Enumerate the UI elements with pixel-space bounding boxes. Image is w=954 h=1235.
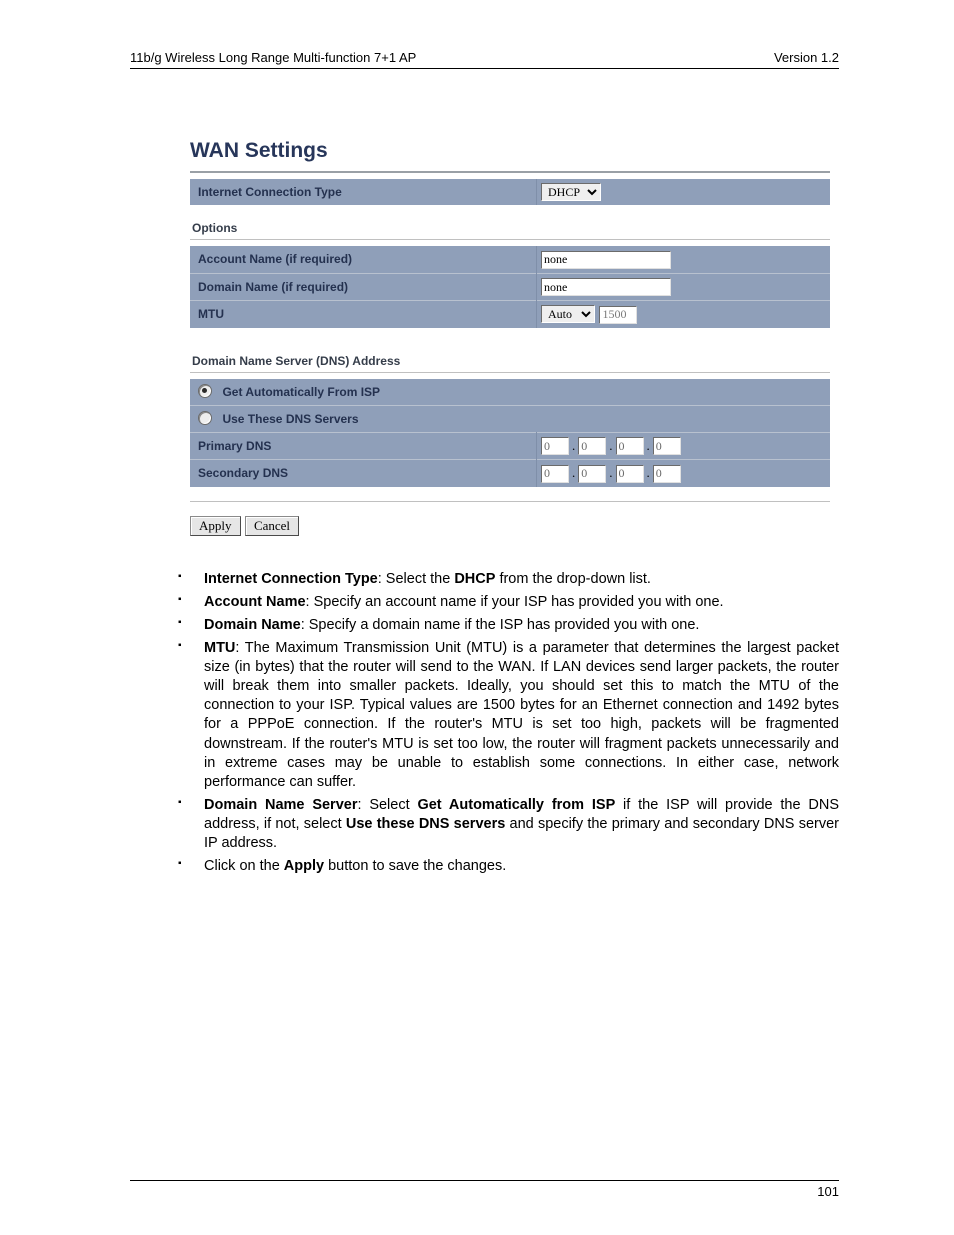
conn-type-label: Internet Connection Type [190, 179, 537, 205]
dot: . [569, 465, 578, 480]
dot: . [644, 465, 653, 480]
dot: . [644, 438, 653, 453]
description-list: Internet Connection Type: Select the DHC… [170, 570, 839, 877]
dns-heading: Domain Name Server (DNS) Address [192, 354, 830, 368]
apply-button[interactable]: Apply [190, 516, 241, 536]
secondary-dns-label: Secondary DNS [190, 460, 537, 487]
dns-manual-label: Use These DNS Servers [222, 411, 358, 425]
primary-dns-oct2[interactable] [578, 437, 606, 455]
cancel-button[interactable]: Cancel [245, 516, 299, 536]
wan-settings-screenshot: WAN Settings Internet Connection Type DH… [190, 139, 830, 536]
primary-dns-label: Primary DNS [190, 432, 537, 460]
conn-type-select[interactable]: DHCP [541, 183, 601, 201]
mtu-value-input[interactable] [599, 306, 637, 324]
dot: . [606, 438, 615, 453]
list-item: Domain Name Server: Select Get Automatic… [170, 796, 839, 853]
secondary-dns-oct2[interactable] [578, 465, 606, 483]
options-table: Account Name (if required) Domain Name (… [190, 246, 830, 328]
secondary-dns-oct4[interactable] [653, 465, 681, 483]
page-number: 101 [130, 1180, 839, 1199]
account-name-label: Account Name (if required) [190, 246, 537, 273]
mtu-label: MTU [190, 301, 537, 328]
domain-name-label: Domain Name (if required) [190, 273, 537, 301]
dns-table: Get Automatically From ISP Use These DNS… [190, 379, 830, 487]
secondary-dns-oct1[interactable] [541, 465, 569, 483]
list-item: Domain Name: Specify a domain name if th… [170, 616, 839, 635]
domain-name-input[interactable] [541, 278, 671, 296]
header-left: 11b/g Wireless Long Range Multi-function… [130, 50, 416, 65]
mtu-mode-select[interactable]: Auto [541, 305, 595, 323]
primary-dns-oct1[interactable] [541, 437, 569, 455]
primary-dns-oct4[interactable] [653, 437, 681, 455]
primary-dns-oct3[interactable] [616, 437, 644, 455]
connection-type-table: Internet Connection Type DHCP [190, 179, 830, 205]
wan-title: WAN Settings [190, 139, 830, 163]
dot: . [606, 465, 615, 480]
dns-manual-radio[interactable] [198, 411, 212, 425]
list-item: Account Name: Specify an account name if… [170, 593, 839, 612]
options-heading: Options [192, 221, 830, 235]
list-item: Internet Connection Type: Select the DHC… [170, 570, 839, 589]
account-name-input[interactable] [541, 251, 671, 269]
secondary-dns-oct3[interactable] [616, 465, 644, 483]
list-item: MTU: The Maximum Transmission Unit (MTU)… [170, 639, 839, 792]
dns-auto-label: Get Automatically From ISP [222, 384, 380, 398]
dns-auto-radio[interactable] [198, 384, 212, 398]
list-item: Click on the Apply button to save the ch… [170, 857, 839, 876]
page-header: 11b/g Wireless Long Range Multi-function… [130, 50, 839, 69]
header-right: Version 1.2 [774, 50, 839, 65]
dot: . [569, 438, 578, 453]
